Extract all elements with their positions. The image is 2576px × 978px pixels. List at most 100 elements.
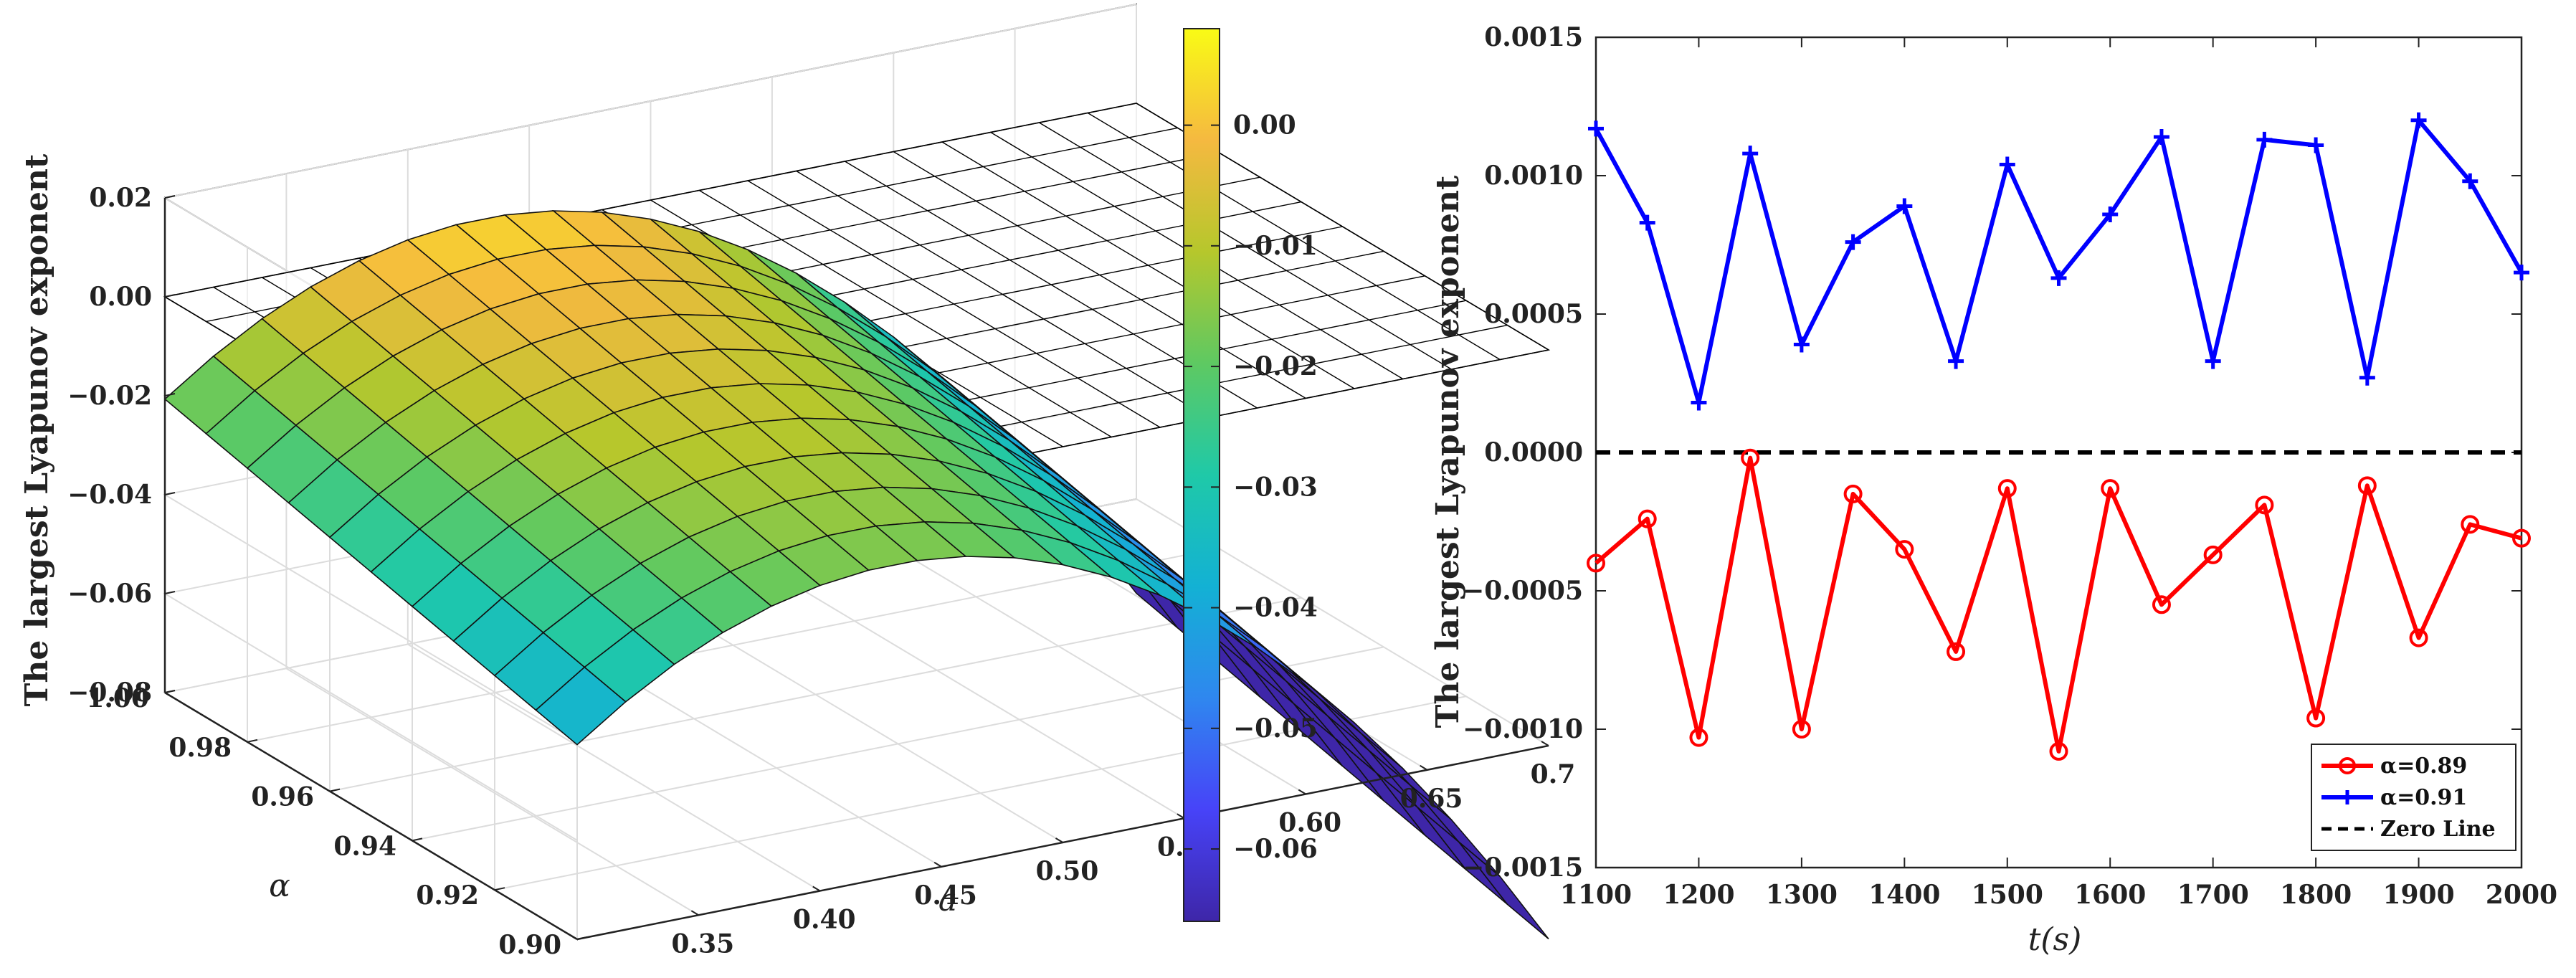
z-tick-mark: [164, 393, 176, 397]
y-tick-label: 0.0015: [1484, 22, 1583, 52]
line-x-axis-label: t(s): [2028, 921, 2082, 958]
colorbar-tick-label: −0.01: [1233, 231, 1318, 261]
z-tick-label: −0.04: [67, 480, 152, 510]
alpha-tick-mark: [576, 936, 588, 940]
data-point: [2308, 137, 2324, 153]
series-line: [1594, 455, 2522, 754]
alpha-axis-line: [164, 691, 578, 941]
data-point: [1997, 479, 2017, 498]
z-tick-labels: 0.02 0.00 −0.02 −0.04 −0.06 −0.08: [67, 183, 176, 708]
line-series: [1587, 112, 2531, 761]
data-point: [2306, 708, 2326, 728]
z-tick-mark: [164, 294, 176, 298]
data-point: [1843, 484, 1863, 503]
a-tick-label: 0.45: [914, 880, 977, 911]
colorbar-tick-label: −0.04: [1233, 593, 1318, 623]
x-tick-label: 1800: [2280, 880, 2352, 910]
alpha-tick-label: 0.96: [251, 782, 314, 812]
data-point: [1587, 554, 1605, 573]
surface-patch: [1458, 841, 1549, 940]
data-point: [1792, 720, 1811, 739]
alpha-tick-label: 0.90: [498, 930, 561, 960]
data-point: [2409, 628, 2428, 647]
y-tick-label: 0.0000: [1484, 437, 1583, 467]
data-point: [1845, 234, 1861, 250]
a-tick-mark: [1420, 764, 1428, 771]
data-point: [1741, 448, 1760, 467]
data-point: [2101, 479, 2120, 498]
a-tick-label: 0.35: [672, 929, 735, 959]
x-tick-label: 2000: [2486, 880, 2557, 910]
z-tick-label: −0.02: [67, 381, 152, 411]
alpha-tick-mark: [412, 837, 423, 842]
data-point: [1793, 336, 1810, 353]
alpha-tick-label: 1.00: [86, 683, 149, 713]
a-tick-labels: 0.350.400.450.500.550.600.650.7: [672, 741, 1576, 959]
data-point: [2512, 528, 2531, 548]
surface-plot: 0.02 0.00 −0.02 −0.04 −0.06 −0.08 0.35 0.40 0.4…: [19, 3, 1576, 960]
data-point: [2256, 131, 2273, 148]
colorbar-tick-label: −0.03: [1233, 472, 1318, 502]
data-point: [2050, 270, 2067, 286]
legend-label-alpha-091: α=0.91: [2380, 785, 2467, 810]
colorbar-ticks: 0.00 −0.01 −0.02 −0.03 −0.04 −0.05 −0.06: [1184, 110, 1318, 864]
colorbar-tick-label: −0.05: [1233, 713, 1318, 744]
data-point: [2102, 206, 2119, 223]
data-point: [2153, 128, 2169, 145]
zero-plane-mesh-line: [164, 103, 1137, 298]
y-tick-label: 0.0010: [1484, 161, 1583, 191]
alpha-tick-mark: [164, 690, 176, 693]
a-tick-label: 0.65: [1400, 784, 1463, 814]
y-tick-label: −0.0010: [1463, 714, 1583, 744]
z-tick-mark: [164, 195, 176, 199]
z-tick-label: −0.08: [67, 678, 152, 708]
x-tick-label: 1600: [2074, 880, 2146, 910]
x-tick-label: 1100: [1560, 880, 1632, 910]
a-tick-mark: [690, 910, 699, 916]
colorbar-tick-label: 0.00: [1233, 110, 1296, 141]
data-point: [1947, 642, 1966, 661]
line-y-axis-label: The largest Lyapunov exponent: [1430, 175, 1466, 728]
line-chart: 1100 1200 1300 1400 1500 1600 1700 1800 1900 2000…: [1430, 22, 2557, 958]
data-point: [1638, 509, 1657, 528]
colorbar-tick-label: −0.02: [1233, 351, 1318, 381]
a-tick-label: 0.7: [1531, 759, 1576, 789]
legend-entry-alpha-091: α=0.91: [2321, 785, 2467, 810]
data-point: [1689, 728, 1708, 747]
colorbar-bar: [1183, 28, 1220, 922]
a-tick-label: 0.40: [793, 905, 856, 935]
data-point: [1742, 146, 1759, 162]
alpha-tick-mark: [247, 739, 258, 743]
data-point: [2462, 173, 2478, 189]
z-tick-mark: [164, 591, 176, 594]
y-tick-label: −0.0005: [1463, 576, 1583, 606]
x-tick-label: 1500: [1972, 880, 2043, 910]
a-tick-label: 0.50: [1036, 856, 1099, 886]
data-point: [2203, 545, 2223, 564]
x-tick-label: 1400: [1868, 880, 1940, 910]
legend-label-alpha-089: α=0.89: [2380, 754, 2467, 779]
data-point: [2359, 369, 2375, 386]
alpha-tick-label: 0.94: [333, 831, 396, 861]
colorbar-tick-label: −0.06: [1233, 834, 1318, 864]
a-tick-mark: [812, 886, 821, 892]
legend-entry-alpha-089: α=0.89: [2321, 754, 2467, 779]
data-point: [1588, 120, 1604, 137]
surface-alpha-axis-label: α: [269, 868, 290, 904]
data-point: [1895, 540, 1914, 559]
legend-entry-zero-line: Zero Line: [2321, 817, 2496, 842]
z-tick-label: 0.02: [89, 183, 152, 213]
series-alpha-091: [1588, 112, 2529, 411]
data-point: [2152, 595, 2171, 614]
y-tick-label: −0.0015: [1463, 853, 1583, 883]
data-point: [1999, 156, 2015, 173]
z-tick-mark: [164, 492, 176, 495]
x-tick-label: 1200: [1663, 880, 1734, 910]
data-point: [2255, 495, 2274, 515]
data-point: [2514, 265, 2529, 281]
surface-a-axis-label: a: [938, 882, 957, 918]
alpha-tick-label: 0.92: [416, 880, 479, 911]
alpha-tick-label: 0.98: [168, 733, 232, 763]
data-point: [1948, 353, 1964, 369]
